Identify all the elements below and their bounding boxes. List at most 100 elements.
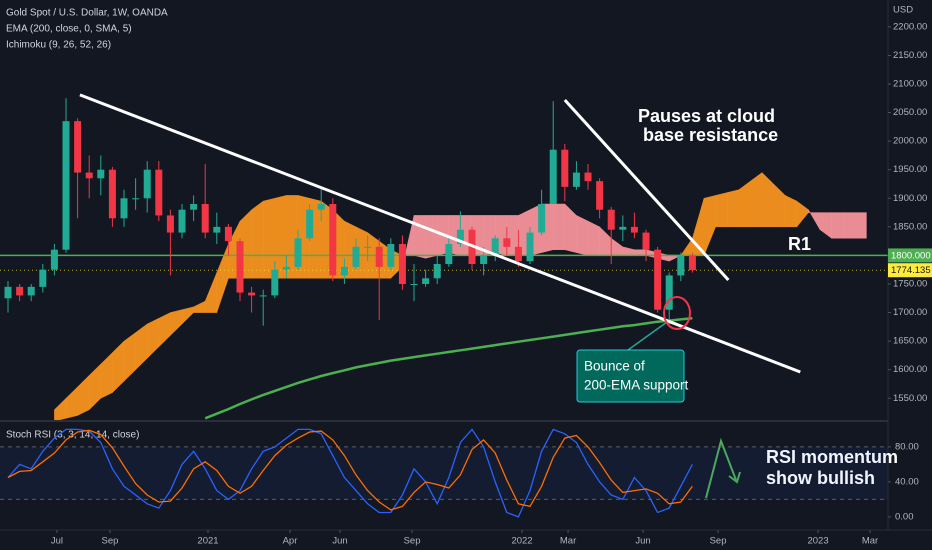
y-tick-label: 2000.00 <box>893 136 927 147</box>
cloud-segment <box>715 192 728 228</box>
annotation: Bounce of <box>584 359 645 374</box>
currency-label: USD <box>893 5 913 16</box>
indicator-label: Ichimoku (9, 26, 52, 26) <box>6 40 111 51</box>
y-tick-label: 0.00 <box>895 511 914 522</box>
trendline <box>79 93 801 374</box>
annotation: show bullish <box>766 468 875 488</box>
candle-body <box>491 238 499 256</box>
rsi-panel <box>0 428 888 518</box>
candle-body <box>39 269 47 287</box>
candle-body <box>97 169 105 179</box>
candle-body <box>665 275 673 310</box>
candle-body <box>120 198 128 219</box>
annotation: Pauses at cloud <box>638 106 775 126</box>
candle-body <box>108 169 116 219</box>
cloud-segment <box>750 172 763 228</box>
candle-body <box>642 232 650 250</box>
candle-body <box>480 255 488 264</box>
indicator-label: EMA (200, close, 0, SMA, 5) <box>6 24 132 35</box>
candle-body <box>398 244 406 284</box>
callout-connector <box>627 321 668 351</box>
candle-body <box>503 238 511 247</box>
candle-body <box>549 149 557 204</box>
candle-body <box>584 172 592 182</box>
annotation: RSI momentum <box>766 447 898 467</box>
x-tick-label: Apr <box>283 536 298 547</box>
price-tag <box>888 263 932 278</box>
annotation: base resistance <box>643 125 778 145</box>
x-tick-label: Jun <box>635 536 650 547</box>
candle-body <box>190 204 198 210</box>
candle-body <box>607 209 615 230</box>
candle-body <box>329 204 337 276</box>
cloud-segment <box>587 220 600 256</box>
candle-body <box>27 286 35 296</box>
candle-body <box>410 284 418 285</box>
y-tick-label: 80.00 <box>895 441 919 452</box>
x-tick-label: Jun <box>332 536 347 547</box>
cloud-segment <box>842 212 856 239</box>
trendline <box>563 98 730 282</box>
callout-box <box>576 349 685 403</box>
candle-body <box>236 241 244 293</box>
candle-body <box>677 255 685 276</box>
y-tick-label: 2150.00 <box>893 50 927 61</box>
momentum-arrow <box>705 437 741 499</box>
candle-body <box>271 269 279 296</box>
candle-body <box>85 172 93 179</box>
annotation: R1 <box>788 234 811 254</box>
y-tick-label: 1850.00 <box>893 221 927 232</box>
candle-body <box>630 226 638 233</box>
cloud-segment <box>726 189 740 228</box>
rsi-line <box>7 429 693 511</box>
rsi-band <box>0 446 888 500</box>
candle-body <box>538 204 546 233</box>
cloud-segment <box>831 212 844 239</box>
candle-body <box>166 215 174 233</box>
candle-body <box>375 246 383 267</box>
y-tick-label: 1700.00 <box>893 307 927 318</box>
y-tick-label: 1750.00 <box>893 279 927 290</box>
candle-body <box>4 286 12 299</box>
y-tick-label: 1650.00 <box>893 336 927 347</box>
candle-body <box>514 246 522 262</box>
price-tag-label: 1774.135 <box>891 265 931 276</box>
x-tick-label: Mar <box>560 536 576 547</box>
candle-body <box>282 266 290 270</box>
cloud-segment <box>251 200 264 279</box>
candle-body <box>74 121 82 173</box>
y-tick-label: 1550.00 <box>893 393 927 404</box>
price-tag-label: 1800.000 <box>891 250 931 261</box>
y-tick-label: 1600.00 <box>893 364 927 375</box>
ema-line <box>204 317 693 420</box>
y-tick-label: 2200.00 <box>893 21 927 32</box>
candle-body <box>62 121 70 250</box>
rsi-line <box>7 428 693 518</box>
candle-body <box>294 238 302 267</box>
cloud-segment <box>854 212 867 239</box>
cloud-segment <box>634 249 647 256</box>
candle-body <box>596 181 604 210</box>
price-tag <box>888 248 932 263</box>
candle-body <box>213 226 221 233</box>
candle-body <box>433 264 441 279</box>
cloud-segment <box>784 195 798 228</box>
candle-body <box>387 244 395 267</box>
x-tick-label: 2022 <box>511 536 532 547</box>
candle-body <box>50 249 58 270</box>
candle-body <box>619 226 627 230</box>
candle-body <box>561 149 569 187</box>
x-tick-label: Sep <box>710 536 727 547</box>
candle-body <box>340 266 348 276</box>
candle-body <box>143 169 151 199</box>
candle-body <box>306 209 314 239</box>
candle-body <box>352 246 360 267</box>
candle-body <box>688 255 696 271</box>
candle-body <box>224 226 232 242</box>
candle-body <box>155 169 163 216</box>
x-tick-label: 2023 <box>807 536 828 547</box>
y-tick-label: 40.00 <box>895 476 919 487</box>
